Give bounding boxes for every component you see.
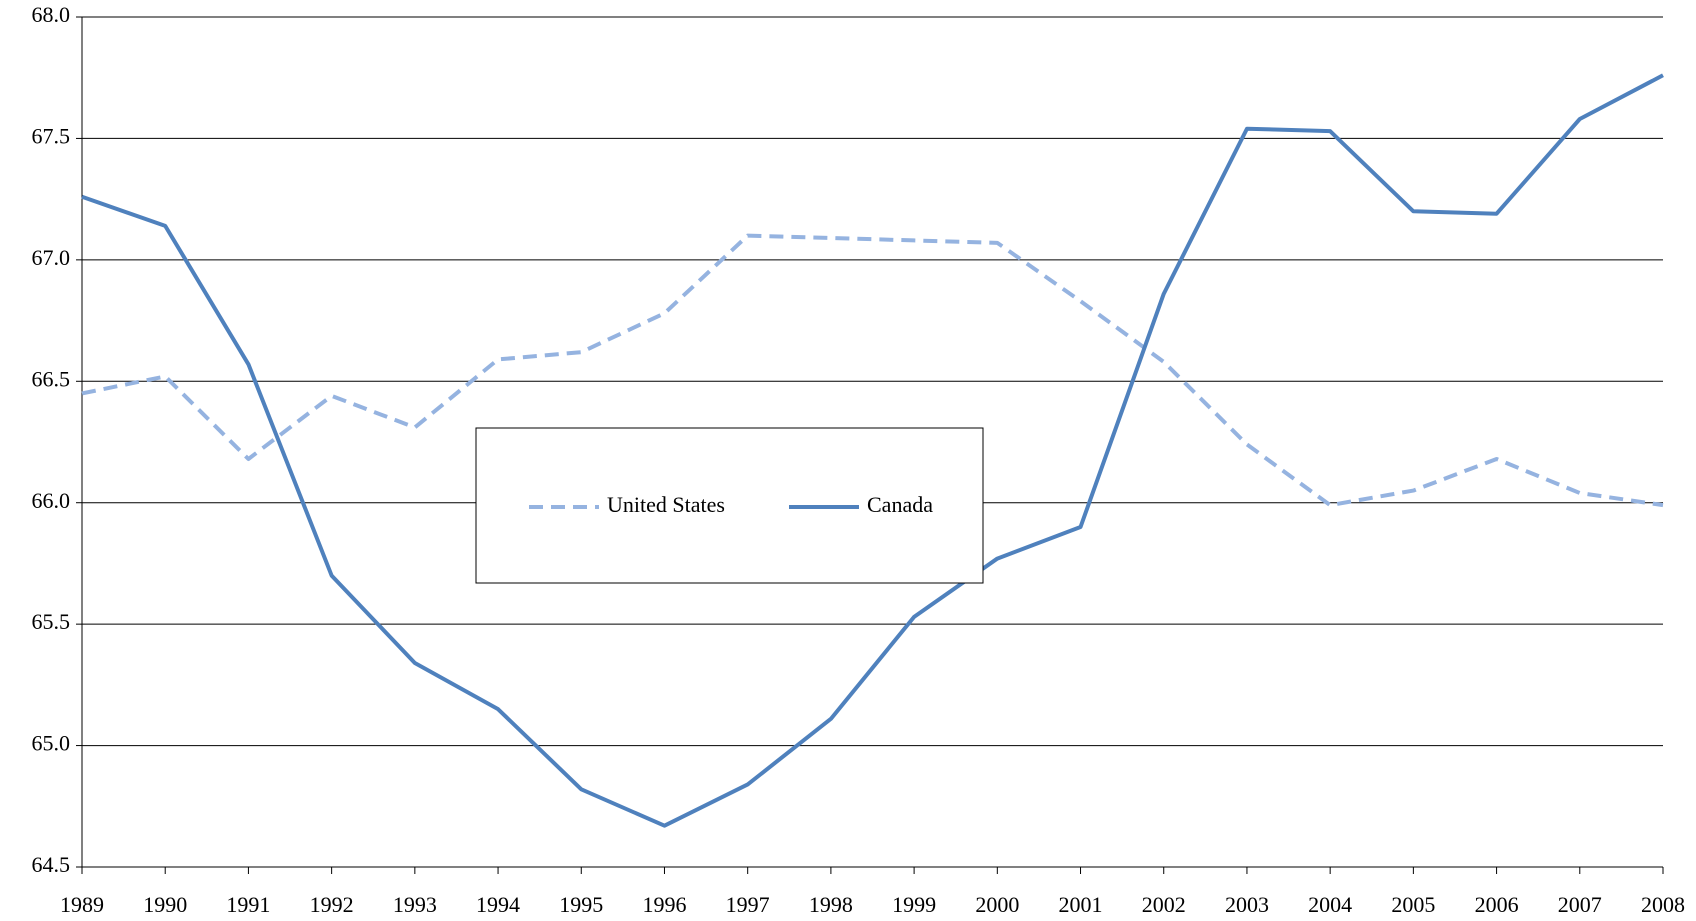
y-tick-label: 66.0 (32, 488, 71, 513)
x-tick-label: 1990 (143, 892, 187, 917)
x-tick-label: 2004 (1308, 892, 1352, 917)
x-tick-label: 2008 (1641, 892, 1685, 917)
x-tick-label: 2007 (1558, 892, 1602, 917)
y-tick-label: 68.0 (32, 2, 71, 27)
x-tick-label: 1999 (892, 892, 936, 917)
x-tick-label: 2002 (1142, 892, 1186, 917)
y-tick-label: 65.5 (32, 609, 71, 634)
x-tick-label: 1995 (559, 892, 603, 917)
x-tick-label: 1993 (393, 892, 437, 917)
y-tick-label: 67.0 (32, 245, 71, 270)
x-tick-label: 1994 (476, 892, 520, 917)
y-tick-label: 65.0 (32, 731, 71, 756)
x-tick-label: 1996 (642, 892, 686, 917)
x-tick-label: 2001 (1059, 892, 1103, 917)
x-tick-label: 2006 (1475, 892, 1519, 917)
x-tick-label: 1997 (726, 892, 770, 917)
x-tick-label: 1989 (60, 892, 104, 917)
x-tick-label: 1992 (310, 892, 354, 917)
series-line (81, 233, 1664, 508)
legend-label: Canada (867, 492, 933, 517)
x-tick-label: 2005 (1391, 892, 1435, 917)
y-tick-label: 67.5 (32, 123, 71, 148)
x-tick-label: 2003 (1225, 892, 1269, 917)
x-tick-label: 1991 (226, 892, 270, 917)
y-tick-label: 66.5 (32, 366, 71, 391)
legend-label: United States (607, 492, 725, 517)
series-line (81, 73, 1664, 828)
x-tick-label: 1998 (809, 892, 853, 917)
x-tick-label: 2000 (975, 892, 1019, 917)
y-tick-label: 64.5 (32, 852, 71, 877)
